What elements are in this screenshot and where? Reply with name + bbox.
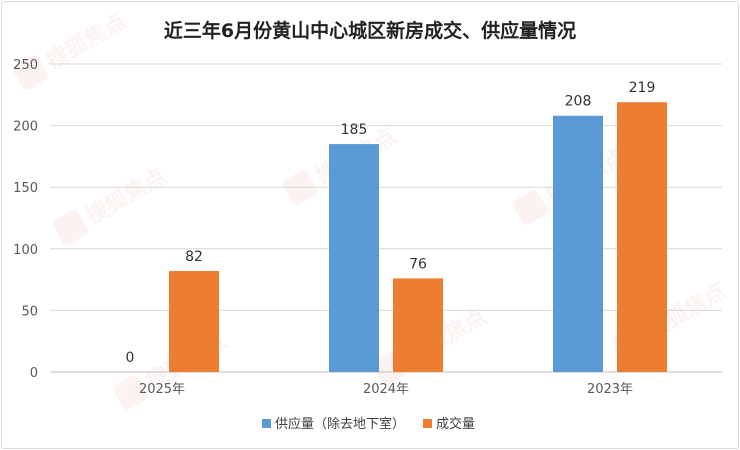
- bars: 0 82 185 76 208 219: [126, 80, 667, 372]
- y-tick-label: 100: [13, 243, 38, 258]
- watermark-logo-icon: [512, 190, 548, 225]
- data-label: 0: [126, 350, 135, 366]
- legend: 供应量（除去地下室） 成交量: [262, 416, 475, 432]
- data-label: 219: [629, 80, 656, 96]
- watermark-text: 搜狐焦点: [82, 163, 171, 230]
- x-axis: 2025年 2024年 2023年: [139, 382, 633, 397]
- bar-series-1: [329, 144, 379, 372]
- gridlines: [50, 63, 722, 373]
- y-axis: 0 50 100 150 200 250: [13, 58, 38, 381]
- legend-swatch-series-2: [423, 419, 432, 428]
- x-tick-label: 2025年: [139, 382, 185, 397]
- watermark-text: 搜狐焦点: [42, 8, 131, 75]
- y-tick-label: 50: [21, 304, 38, 319]
- y-tick-label: 150: [13, 181, 38, 196]
- x-tick-label: 2023年: [587, 382, 633, 397]
- data-label: 208: [565, 94, 592, 110]
- watermark-logo-icon: [112, 375, 148, 410]
- bar-series-2: [169, 270, 219, 372]
- chart-title: 近三年6月份黄山中心城区新房成交、供应量情况: [164, 19, 576, 42]
- legend-label: 成交量: [436, 416, 475, 432]
- y-tick-label: 250: [13, 58, 38, 73]
- watermark-logo-icon: [12, 55, 48, 90]
- watermark: 搜狐焦点: [12, 8, 131, 90]
- bar-series-2: [393, 278, 443, 372]
- y-tick-label: 0: [30, 366, 38, 381]
- data-label: 185: [341, 122, 368, 138]
- data-label: 82: [185, 249, 203, 265]
- watermark: 搜狐焦点: [52, 163, 171, 245]
- legend-label: 供应量（除去地下室）: [275, 416, 405, 432]
- x-tick-label: 2024年: [363, 382, 409, 397]
- y-tick-label: 200: [13, 120, 38, 135]
- bar-series-2: [617, 102, 667, 372]
- legend-swatch-series-1: [262, 419, 271, 428]
- data-label: 76: [409, 256, 427, 272]
- watermark-logo-icon: [52, 210, 88, 245]
- bar-series-1: [553, 115, 603, 372]
